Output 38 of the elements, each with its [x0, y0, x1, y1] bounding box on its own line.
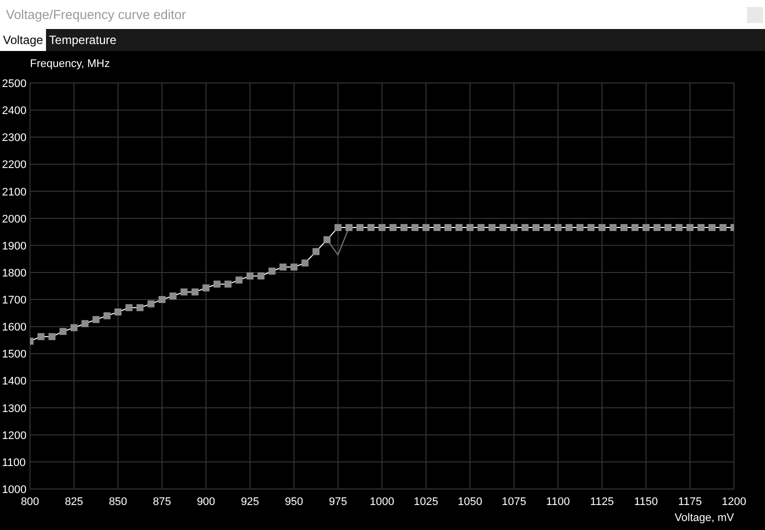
y-tick-label: 1700 — [2, 294, 26, 307]
y-tick-label: 1900 — [2, 240, 26, 252]
text: Voltage — [0, 29, 46, 51]
x-tick-label: 875 — [152, 496, 172, 508]
x-tick-label: 825 — [64, 496, 84, 508]
y-tick-label: 1500 — [2, 348, 26, 361]
y-tick-label: 1600 — [2, 322, 26, 334]
x-tick-label: 1175 — [678, 496, 702, 508]
y-tick-label: 1100 — [2, 456, 26, 469]
x-tick-label: 1075 — [502, 496, 526, 508]
y-tick-label: 2300 — [2, 132, 26, 144]
y-tick-label: 2000 — [2, 213, 26, 226]
y-tick-label: 1000 — [2, 484, 26, 496]
x-tick-label: 850 — [108, 496, 128, 508]
y-axis-title: Frequency, MHz — [30, 58, 110, 70]
x-tick-label: 1125 — [590, 496, 614, 508]
y-tick-label: 2400 — [2, 105, 26, 118]
chart-title: Voltage/Frequency curve editor — [0, 0, 765, 29]
x-tick-label: 975 — [328, 496, 348, 508]
x-tick-label: 1150 — [634, 496, 658, 508]
y-tick-label: 2500 — [2, 78, 26, 90]
y-tick-label: 1200 — [2, 430, 26, 442]
x-tick-label: 1100 — [546, 496, 570, 508]
x-axis-title: Voltage, mV — [674, 512, 734, 524]
x-tick-label: 1025 — [414, 496, 438, 508]
y-tick-label: 1400 — [2, 376, 26, 388]
text: Temperature — [48, 32, 118, 49]
x-tick-label: 1050 — [458, 496, 482, 508]
y-tick-label: 1300 — [2, 402, 26, 415]
y-tick-label: 2200 — [2, 159, 26, 172]
y-tick-label: 1800 — [2, 267, 26, 280]
x-tick-label: 925 — [240, 496, 260, 508]
x-tick-label: 1000 — [370, 496, 394, 508]
x-tick-label: 900 — [196, 496, 216, 508]
y-tick-label: 2100 — [2, 186, 26, 198]
x-tick-label: 1200 — [722, 496, 746, 508]
x-tick-label: 950 — [284, 496, 304, 508]
x-tick-label: 800 — [20, 496, 40, 508]
